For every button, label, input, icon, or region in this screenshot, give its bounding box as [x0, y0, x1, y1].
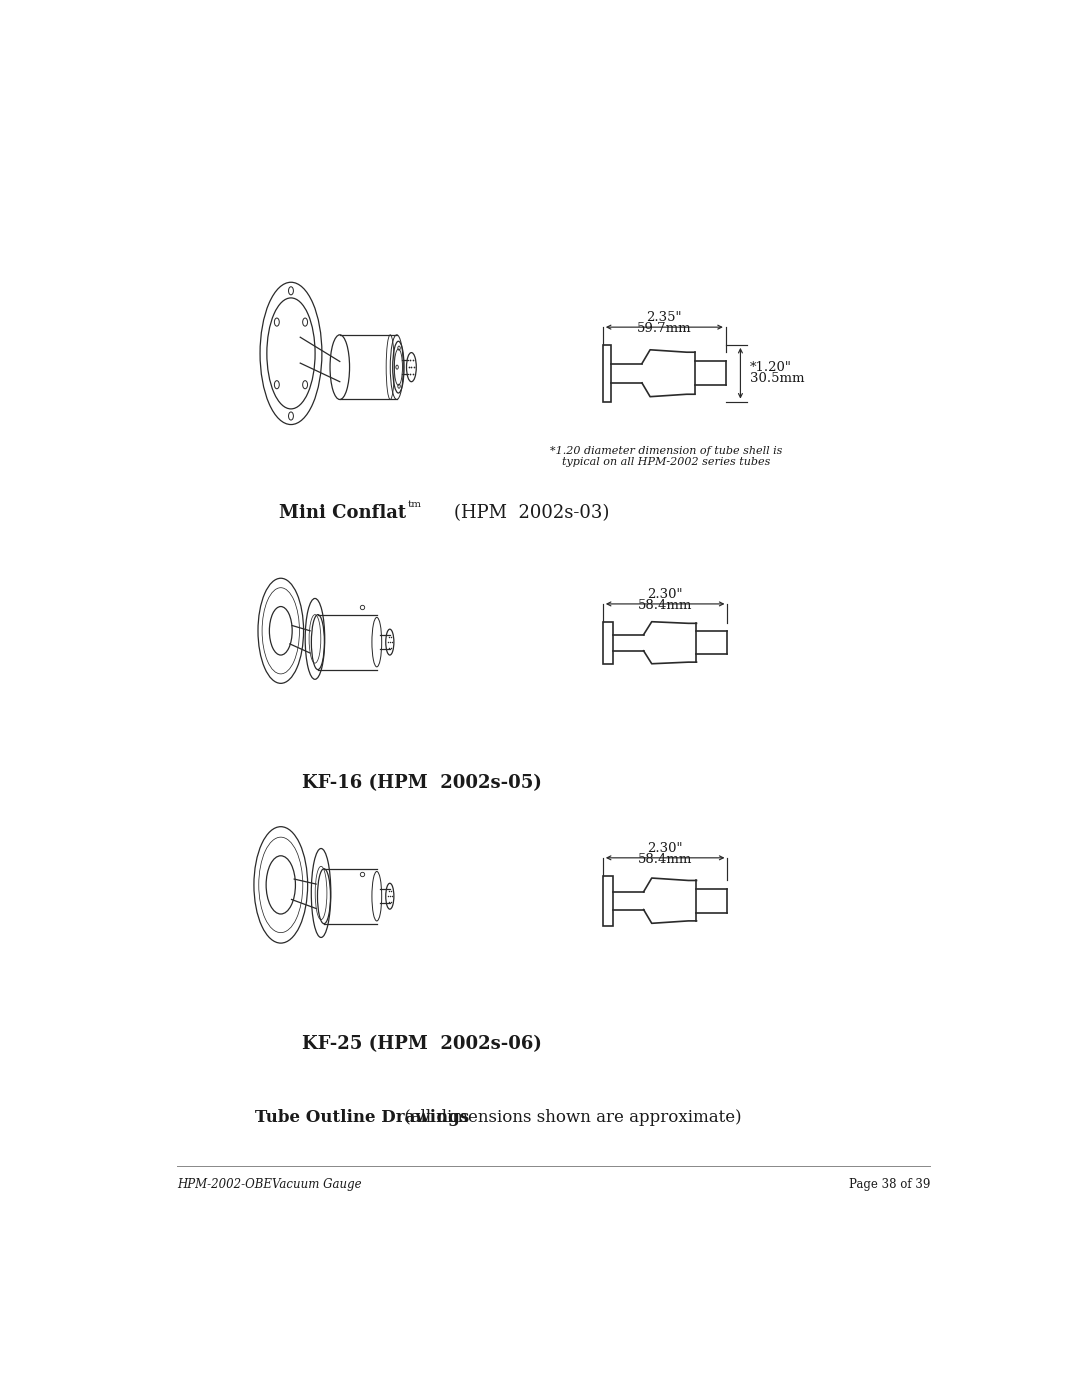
Text: Mini Conflat: Mini Conflat	[279, 504, 406, 522]
Text: HPM-2002-OBEVacuum Gauge: HPM-2002-OBEVacuum Gauge	[177, 1178, 362, 1190]
Text: Tube Outline Drawings: Tube Outline Drawings	[255, 1109, 469, 1126]
Text: KF-25 (HPM  2002s-06): KF-25 (HPM 2002s-06)	[301, 1035, 542, 1053]
Text: (all dimensions shown are approximate): (all dimensions shown are approximate)	[400, 1109, 742, 1126]
Bar	[603, 345, 611, 401]
Text: 30.5mm: 30.5mm	[750, 372, 805, 386]
Text: tm: tm	[408, 500, 422, 509]
Text: 58.4mm: 58.4mm	[638, 852, 692, 866]
Text: *1.20 diameter dimension of tube shell is: *1.20 diameter dimension of tube shell i…	[550, 447, 782, 457]
Text: 59.7mm: 59.7mm	[637, 321, 691, 335]
Text: 58.4mm: 58.4mm	[638, 599, 692, 612]
Bar	[603, 876, 612, 926]
Text: *1.20": *1.20"	[750, 362, 792, 374]
Text: 2.30": 2.30"	[647, 588, 683, 601]
Text: 2.30": 2.30"	[647, 842, 683, 855]
Text: KF-16 (HPM  2002s-05): KF-16 (HPM 2002s-05)	[301, 774, 542, 792]
Text: (HPM  2002s-03): (HPM 2002s-03)	[431, 504, 609, 522]
Text: Page 38 of 39: Page 38 of 39	[849, 1178, 930, 1190]
Text: 2.35": 2.35"	[647, 312, 683, 324]
Text: typical on all HPM-2002 series tubes: typical on all HPM-2002 series tubes	[562, 457, 770, 467]
Bar	[603, 622, 612, 664]
